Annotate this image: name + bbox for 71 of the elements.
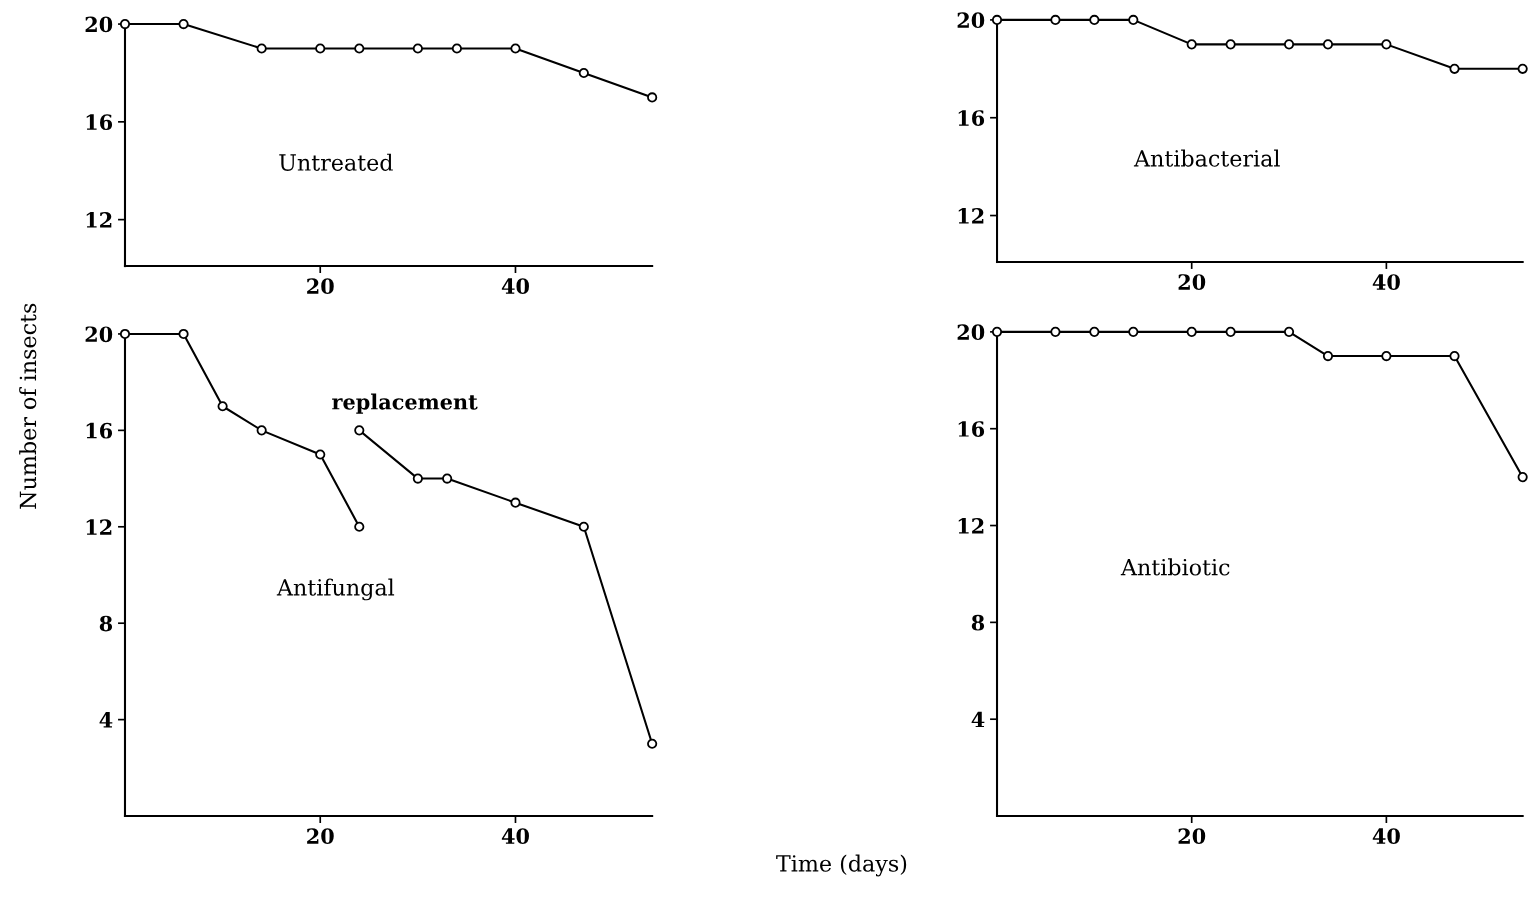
y-tick-label: 12 (86, 519, 112, 535)
point (1322, 351, 1334, 362)
point (178, 19, 189, 30)
point (578, 67, 589, 79)
point (1283, 326, 1295, 337)
point (510, 497, 521, 508)
series-label: replacement (332, 393, 478, 414)
x-tick-label: 40 (1372, 274, 1400, 290)
y-tick-label: 16 (86, 114, 113, 131)
y-tick-label: 12 (958, 517, 984, 534)
y-tick-label: 4 (971, 711, 985, 728)
point (1089, 326, 1100, 337)
x-tick-label: 40 (1372, 828, 1400, 844)
y-tick-label: 12 (958, 207, 984, 224)
point (315, 43, 326, 54)
y-axis-title: Number of insects (19, 303, 37, 509)
point (354, 425, 365, 436)
point (1225, 39, 1236, 50)
point (1381, 39, 1392, 50)
point (1128, 14, 1139, 25)
point (354, 521, 365, 532)
point (1322, 39, 1334, 50)
point (1449, 351, 1460, 362)
point (1128, 326, 1139, 337)
y-tick-label: 16 (958, 110, 985, 126)
point (451, 43, 462, 54)
y-tick-label: 8 (971, 614, 985, 631)
x-tick-label: 20 (1178, 274, 1206, 290)
point (1449, 63, 1460, 74)
y-tick-label: 16 (958, 421, 985, 437)
point (1283, 39, 1295, 50)
x-tick-label: 20 (307, 278, 334, 294)
point (256, 43, 267, 54)
y-tick-label: 4 (99, 712, 113, 728)
point (1225, 326, 1236, 337)
point (647, 92, 658, 103)
annotation: Untreated (279, 153, 393, 171)
x-tick-label: 20 (1178, 828, 1206, 844)
point (578, 521, 589, 532)
point (315, 449, 326, 460)
y-tick-label: 16 (86, 422, 113, 439)
y-tick-label: 20 (957, 12, 985, 29)
point (1381, 351, 1392, 362)
annotation: Antibiotic (1120, 558, 1230, 576)
point (1517, 472, 1528, 483)
point (178, 328, 189, 340)
annotation: Antibacterial (1133, 149, 1280, 167)
point (1089, 14, 1100, 25)
point (1517, 63, 1528, 74)
point (412, 43, 423, 54)
y-tick-label: 12 (86, 212, 112, 228)
x-tick-label: 20 (307, 828, 334, 844)
point (1186, 326, 1197, 337)
annotation: Antifungal (276, 578, 395, 601)
x-tick-label: 40 (501, 278, 529, 294)
point (217, 401, 228, 412)
point (1050, 326, 1061, 337)
point (412, 473, 423, 484)
point (1186, 39, 1197, 50)
y-tick-label: 20 (85, 16, 113, 33)
x-axis-title: Time (days) (776, 854, 907, 877)
point (442, 473, 453, 484)
y-tick-label: 20 (957, 324, 985, 341)
point (510, 43, 521, 54)
point (647, 738, 658, 749)
point (1050, 14, 1061, 25)
x-tick-label: 40 (501, 828, 529, 844)
point (354, 43, 365, 54)
y-tick-label: 8 (99, 615, 113, 632)
y-tick-label: 20 (85, 326, 113, 343)
point (256, 425, 267, 436)
